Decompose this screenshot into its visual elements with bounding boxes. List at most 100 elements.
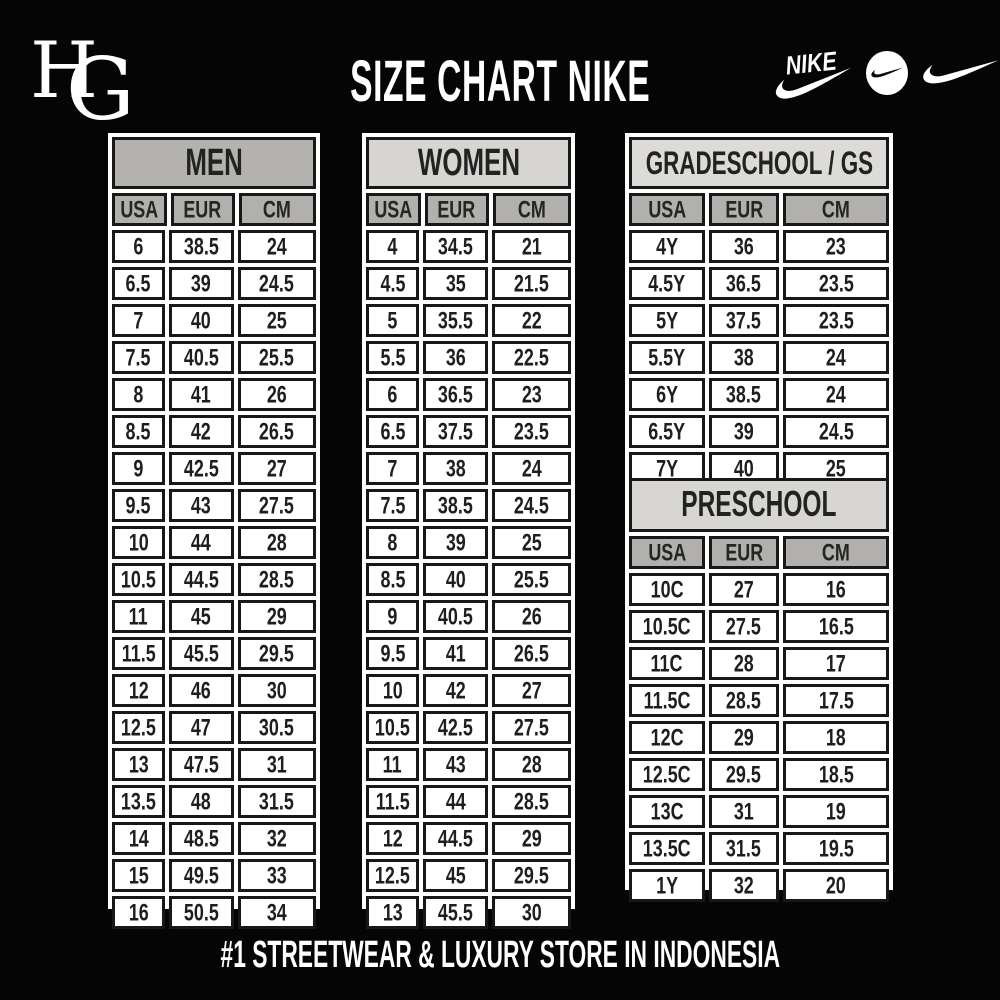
size-cell: 18.5 <box>783 757 889 791</box>
size-cell: 23 <box>783 230 889 263</box>
table-row: 4.5 35 21.5 <box>366 267 571 300</box>
table-row: 8 39 25 <box>366 526 571 559</box>
preschool-table-title: PRESCHOOL <box>629 477 889 532</box>
table-row: 7 38 24 <box>366 452 571 485</box>
size-cell: 14 <box>112 822 165 855</box>
size-cell: 42.5 <box>423 711 489 744</box>
size-cell: 6Y <box>629 378 705 411</box>
size-cell: 6 <box>366 378 420 411</box>
size-cell: 24.5 <box>783 415 889 448</box>
table-row: 12.5C 29.5 18.5 <box>629 757 889 791</box>
size-cell: 12 <box>112 674 165 707</box>
nike-swoosh-icon <box>923 60 999 84</box>
hg-monogram-logo: H G <box>22 18 135 140</box>
table-row: 6Y 38.5 24 <box>629 378 889 411</box>
size-cell: 27 <box>492 674 571 707</box>
preschool-table-body: 10C 27 16 10.5C 27.5 16.5 11C 28 17 11.5C 28.5 17.5… <box>629 572 889 902</box>
table-row: 5.5 36 22.5 <box>366 341 571 374</box>
gradeschool-column-headers: USA EUR CM <box>629 193 889 226</box>
size-cell: 45 <box>168 600 234 633</box>
size-cell: 24.5 <box>237 267 316 300</box>
size-cell: 39 <box>168 267 234 300</box>
size-cell: 10.5 <box>112 563 165 596</box>
table-row: 13 45.5 30 <box>366 896 571 929</box>
gradeschool-table-body: 4Y 36 23 4.5Y 36.5 23.5 5Y 37.5 23.5 5.5Y 38 24 6Y 38… <box>629 230 889 485</box>
table-row: 5Y 37.5 23.5 <box>629 304 889 337</box>
size-cell: 20 <box>783 868 889 902</box>
table-row: 10 42 27 <box>366 674 571 707</box>
size-cell: 17 <box>783 646 889 680</box>
table-row: 12 46 30 <box>112 674 316 707</box>
size-cell: 22 <box>492 304 571 337</box>
size-cell: 11 <box>366 748 420 781</box>
size-cell: 28.5 <box>237 563 316 596</box>
table-row: 10.5 42.5 27.5 <box>366 711 571 744</box>
size-cell: 31 <box>237 748 316 781</box>
table-row: 11 43 28 <box>366 748 571 781</box>
size-cell: 44 <box>423 785 489 818</box>
size-cell: 48 <box>168 785 234 818</box>
size-cell: 45.5 <box>168 637 234 670</box>
column-header: USA <box>366 193 421 226</box>
column-header: USA <box>629 193 705 226</box>
nike-wordmark-logo: NIKE <box>768 43 857 103</box>
size-cell: 11C <box>629 646 705 680</box>
nike-wordmark-text: NIKE <box>784 44 838 81</box>
size-cell: 39 <box>423 526 489 559</box>
preschool-column-headers: USA EUR CM <box>629 535 889 569</box>
size-cell: 23.5 <box>783 267 889 300</box>
size-cell: 25.5 <box>237 341 316 374</box>
size-cell: 30 <box>492 896 571 929</box>
size-cell: 32 <box>237 822 316 855</box>
table-row: 13.5 48 31.5 <box>112 785 316 818</box>
size-cell: 8 <box>366 526 420 559</box>
size-cell: 19 <box>783 794 889 828</box>
size-cell: 44.5 <box>168 563 234 596</box>
size-cell: 23.5 <box>783 304 889 337</box>
size-cell: 40.5 <box>168 341 234 374</box>
size-cell: 29.5 <box>708 757 780 791</box>
kids-size-tables: GRADESCHOOL / GS USA EUR CM 4Y 36 23 4.5Y 36.5… <box>625 133 893 902</box>
size-cell: 25 <box>492 526 571 559</box>
table-row: 7.5 38.5 24.5 <box>366 489 571 522</box>
column-header: CM <box>238 193 316 226</box>
size-cell: 44 <box>168 526 234 559</box>
table-row: 9 40.5 26 <box>366 600 571 633</box>
women-table-title: WOMEN <box>366 137 571 189</box>
table-row: 12 44.5 29 <box>366 822 571 855</box>
size-cell: 16 <box>783 572 889 606</box>
table-row: 12.5 47 30.5 <box>112 711 316 744</box>
table-row: 11 45 29 <box>112 600 316 633</box>
size-cell: 27.5 <box>492 711 571 744</box>
size-cell: 19.5 <box>783 831 889 865</box>
size-cell: 12.5 <box>112 711 165 744</box>
size-cell: 27.5 <box>708 609 780 643</box>
size-cell: 40 <box>423 563 489 596</box>
size-cell: 15 <box>112 859 165 892</box>
men-column-headers: USA EUR CM <box>112 193 316 226</box>
size-cell: 12.5C <box>629 757 705 791</box>
nike-logos-group: NIKE <box>770 38 1000 108</box>
page-title: SIZE CHART NIKE <box>349 46 651 114</box>
column-header: CM <box>783 535 889 569</box>
size-cell: 16 <box>112 896 165 929</box>
table-row: 16 50.5 34 <box>112 896 316 929</box>
size-cell: 1Y <box>629 868 705 902</box>
table-row: 7 40 25 <box>112 304 316 337</box>
size-cell: 10.5C <box>629 609 705 643</box>
table-row: 9 42.5 27 <box>112 452 316 485</box>
women-column-headers: USA EUR CM <box>366 193 571 226</box>
size-cell: 37.5 <box>423 415 489 448</box>
size-cell: 34.5 <box>423 230 489 263</box>
table-row: 13.5C 31.5 19.5 <box>629 831 889 865</box>
size-cell: 10.5 <box>366 711 420 744</box>
table-row: 10 44 28 <box>112 526 316 559</box>
table-row: 14 48.5 32 <box>112 822 316 855</box>
size-cell: 38 <box>708 341 780 374</box>
size-cell: 41 <box>168 378 234 411</box>
size-cell: 32 <box>708 868 780 902</box>
size-cell: 26 <box>237 378 316 411</box>
size-cell: 28.5 <box>492 785 571 818</box>
size-cell: 9.5 <box>112 489 165 522</box>
size-cell: 9.5 <box>366 637 420 670</box>
